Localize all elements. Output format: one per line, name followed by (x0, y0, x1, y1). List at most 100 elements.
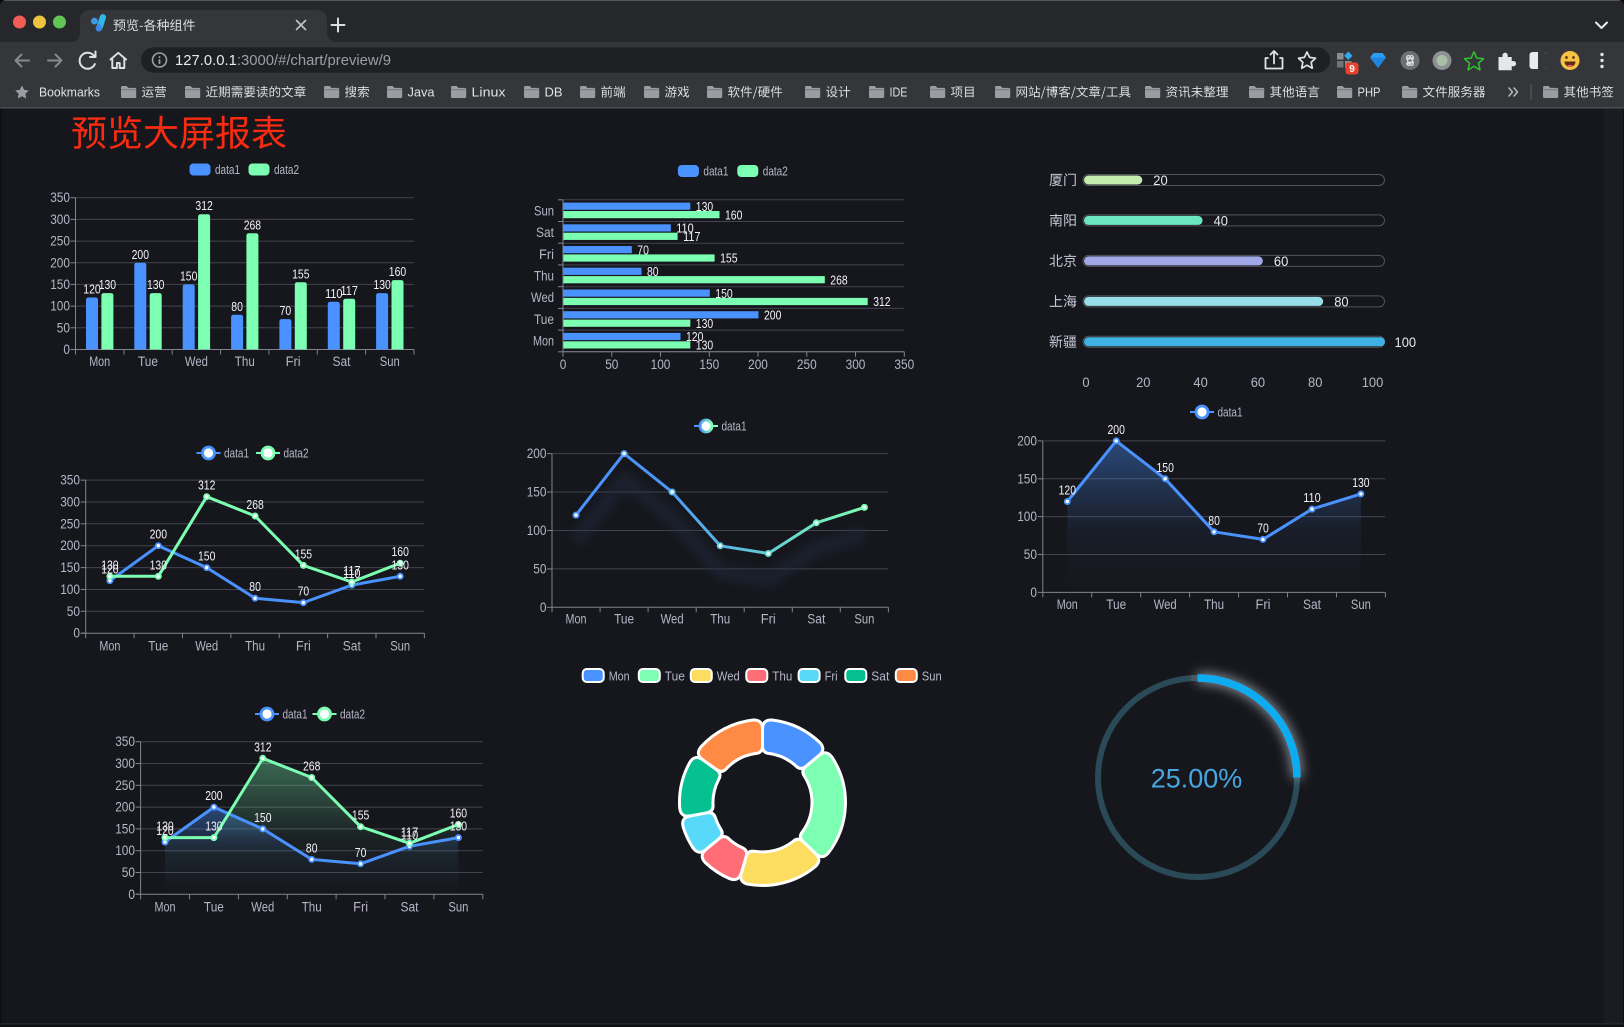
svg-text:Sat: Sat (1303, 597, 1321, 612)
svg-text:100: 100 (651, 357, 671, 372)
svg-text:25.00%: 25.00% (1151, 764, 1243, 794)
svg-text:160: 160 (450, 806, 467, 821)
svg-text:Fri: Fri (1256, 597, 1271, 612)
svg-text:Wed: Wed (195, 638, 218, 653)
svg-text:Sun: Sun (534, 203, 554, 218)
svg-text:Thu: Thu (534, 269, 554, 284)
svg-text:80: 80 (249, 579, 261, 594)
svg-text:160: 160 (392, 544, 409, 559)
svg-text:9: 9 (1349, 64, 1355, 75)
svg-text:130: 130 (696, 338, 713, 353)
svg-text:Bookmarks: Bookmarks (39, 85, 100, 100)
svg-text:Thu: Thu (235, 354, 255, 369)
svg-text:40: 40 (1193, 374, 1208, 390)
svg-text:117: 117 (401, 824, 418, 839)
svg-text:117: 117 (683, 229, 700, 244)
svg-text:150: 150 (527, 485, 547, 500)
svg-text:200: 200 (1017, 433, 1037, 448)
svg-text:Mon: Mon (609, 670, 630, 684)
svg-text:data1: data1 (215, 163, 240, 177)
svg-text:200: 200 (150, 527, 167, 542)
svg-text:50: 50 (57, 320, 70, 335)
svg-text:200: 200 (132, 247, 149, 262)
svg-text:100: 100 (527, 523, 547, 538)
svg-text:100: 100 (1017, 509, 1037, 524)
svg-text:Tue: Tue (534, 312, 554, 327)
svg-text:50: 50 (605, 357, 618, 372)
svg-text:80: 80 (306, 840, 318, 855)
svg-text:70: 70 (280, 303, 292, 318)
svg-text:200: 200 (115, 800, 135, 815)
svg-text:Wed: Wed (251, 900, 274, 915)
svg-text:Sun: Sun (922, 670, 942, 684)
svg-text:300: 300 (115, 756, 135, 771)
svg-text:250: 250 (115, 778, 135, 793)
svg-text:0: 0 (63, 342, 70, 357)
svg-text:110: 110 (1303, 490, 1320, 505)
svg-text:150: 150 (715, 286, 732, 301)
svg-text:268: 268 (246, 497, 263, 512)
svg-text:Mon: Mon (1057, 597, 1078, 612)
svg-text:data2: data2 (274, 163, 299, 177)
svg-text:127.0.0.1:3000/#/chart/preview: 127.0.0.1:3000/#/chart/preview/9 (175, 53, 391, 69)
svg-text:0: 0 (1030, 585, 1037, 600)
svg-text:155: 155 (720, 251, 737, 266)
svg-text:Mon: Mon (533, 334, 554, 349)
svg-text:130: 130 (696, 316, 713, 331)
svg-text:100: 100 (115, 843, 135, 858)
svg-text:155: 155 (352, 808, 369, 823)
svg-text:150: 150 (254, 810, 271, 825)
svg-text:Mon: Mon (566, 611, 587, 626)
svg-text:DB: DB (545, 85, 563, 100)
svg-text:117: 117 (341, 283, 358, 298)
svg-text:50: 50 (1024, 547, 1037, 562)
svg-text:70: 70 (1257, 520, 1269, 535)
svg-text:data1: data1 (722, 420, 747, 434)
svg-text:150: 150 (198, 549, 215, 564)
svg-text:130: 130 (101, 557, 118, 572)
svg-text:130: 130 (150, 557, 167, 572)
svg-text:Fri: Fri (286, 354, 301, 369)
svg-text:Linux: Linux (472, 85, 507, 100)
svg-text:Wed: Wed (185, 354, 208, 369)
svg-text:data1: data1 (1218, 406, 1243, 420)
svg-text:Fri: Fri (353, 900, 368, 915)
svg-text:250: 250 (797, 357, 817, 372)
svg-text:110: 110 (325, 286, 342, 301)
svg-text:data2: data2 (763, 165, 788, 179)
svg-text:Sun: Sun (854, 611, 874, 626)
svg-text:117: 117 (343, 563, 360, 578)
svg-text:100: 100 (1362, 374, 1384, 390)
svg-text:Fri: Fri (296, 638, 311, 653)
svg-text:60: 60 (1251, 374, 1266, 390)
svg-text:data1: data1 (703, 165, 728, 179)
svg-text:150: 150 (50, 277, 70, 292)
svg-text:130: 130 (696, 199, 713, 214)
svg-text:Sat: Sat (343, 638, 361, 653)
svg-text:Mon: Mon (89, 354, 110, 369)
svg-text:Sat: Sat (807, 611, 825, 626)
svg-text:Wed: Wed (661, 611, 684, 626)
svg-text:Fri: Fri (539, 247, 554, 262)
svg-text:data1: data1 (224, 447, 249, 461)
svg-text:150: 150 (180, 268, 197, 283)
svg-text:312: 312 (198, 478, 215, 493)
svg-text:110: 110 (676, 221, 693, 236)
svg-text:130: 130 (1352, 475, 1369, 490)
svg-text:130: 130 (99, 277, 116, 292)
svg-text:312: 312 (873, 294, 890, 309)
svg-text:0: 0 (540, 600, 547, 615)
svg-text:300: 300 (60, 495, 80, 510)
svg-text:Tue: Tue (148, 638, 168, 653)
svg-text:200: 200 (1108, 422, 1125, 437)
svg-text:Thu: Thu (245, 638, 265, 653)
svg-text:300: 300 (846, 357, 866, 372)
svg-text:150: 150 (60, 560, 80, 575)
svg-text:Sat: Sat (401, 900, 419, 915)
svg-text:80: 80 (647, 264, 659, 279)
svg-text:160: 160 (389, 264, 406, 279)
svg-text:Fri: Fri (761, 611, 776, 626)
svg-text:data1: data1 (283, 708, 308, 722)
svg-text:100: 100 (60, 582, 80, 597)
svg-text:200: 200 (50, 255, 70, 270)
